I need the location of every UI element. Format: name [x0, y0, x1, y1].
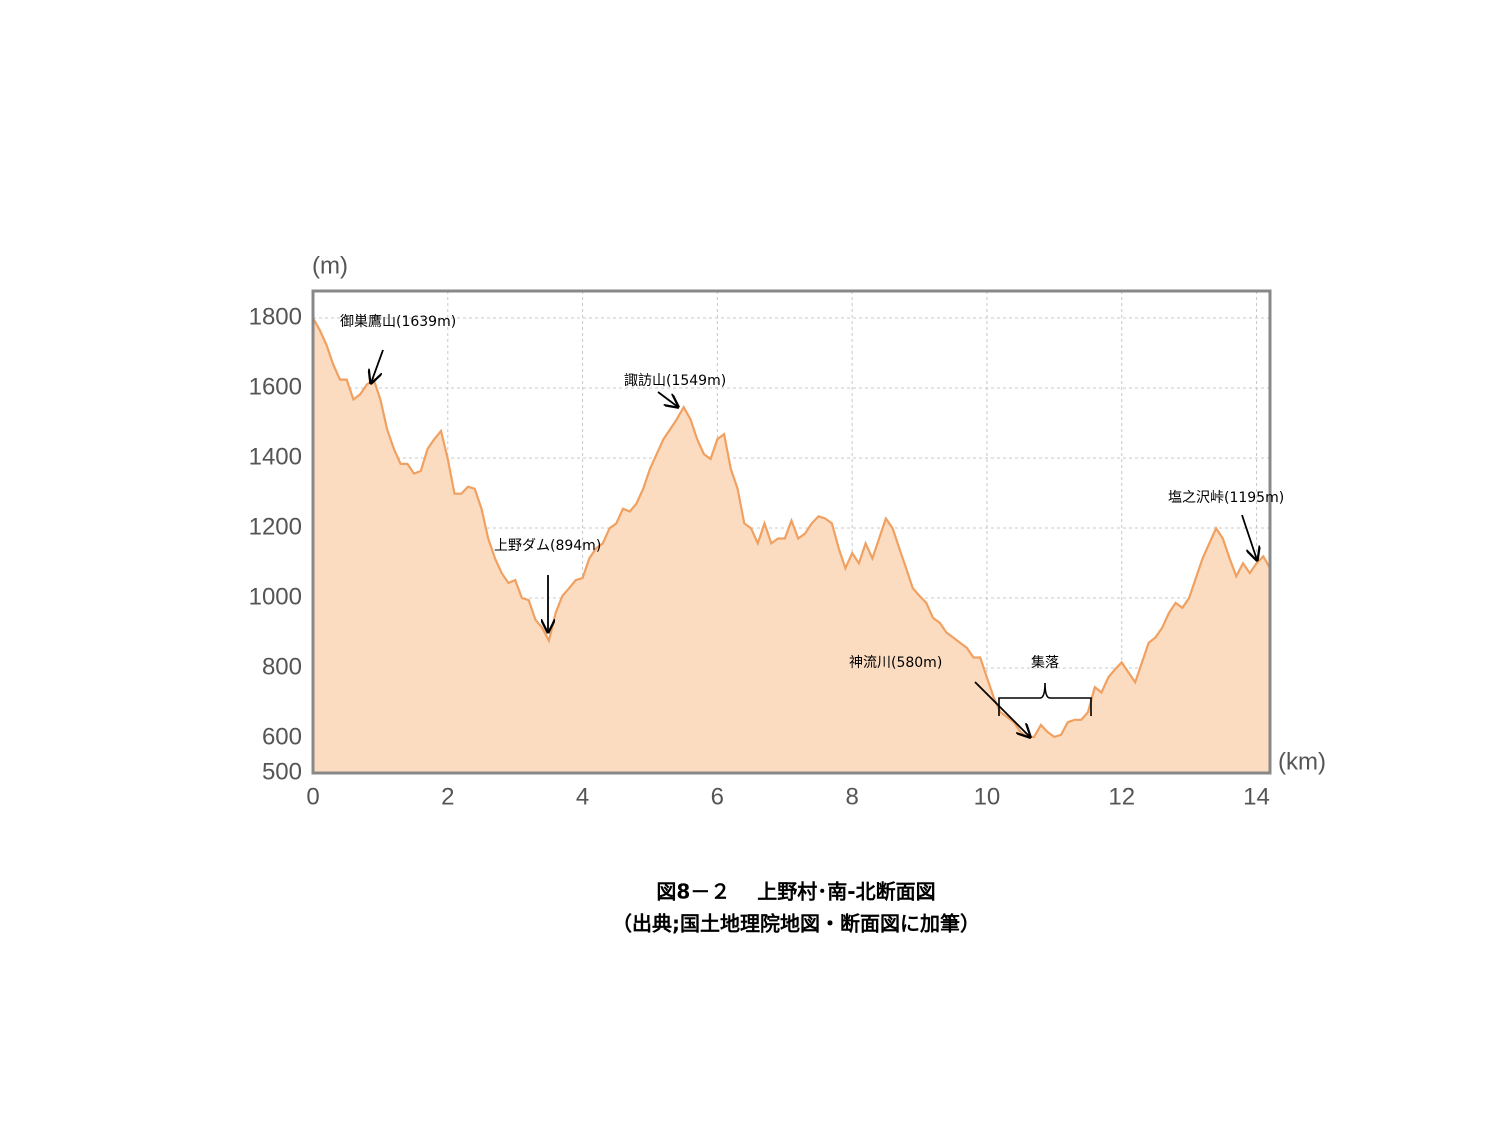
y-tick-label: 1800 — [249, 303, 302, 330]
y-tick-label: 600 — [262, 723, 302, 750]
y-tick-label: 800 — [262, 653, 302, 680]
y-tick-label: 1200 — [249, 513, 302, 540]
x-tick-label: 6 — [711, 783, 724, 810]
x-tick-label: 14 — [1243, 783, 1270, 810]
y-tick-label: 1000 — [249, 583, 302, 610]
plot-frame — [311, 289, 1272, 775]
annotation-arrow — [371, 349, 384, 383]
x-tick-label: 4 — [576, 783, 589, 810]
annotation-arrow — [974, 681, 1030, 737]
annotation: 塩之沢峠(1195m) — [1168, 490, 1284, 506]
caption-source: （出典;国土地理院地図・断面図に加筆） — [612, 912, 980, 936]
annotation-arrow — [1241, 514, 1257, 560]
annotation-arrow — [657, 391, 678, 407]
caption-title: 図8－２ 上野村･南-北断面図 — [656, 880, 935, 904]
annotation: 諏訪山(1549m) — [624, 373, 726, 389]
annotation-brace — [998, 682, 1092, 716]
area — [313, 318, 1270, 773]
y-tick-label: 1600 — [249, 373, 302, 400]
line — [312, 317, 1271, 739]
x-tick-label: 8 — [845, 783, 858, 810]
x-tick-label: 2 — [441, 783, 454, 810]
x-tick-label: 0 — [306, 783, 319, 810]
annotation: 集落 — [1031, 654, 1059, 671]
x-tick-label: 10 — [974, 783, 1001, 810]
annotation: 神流川(580m) — [849, 655, 942, 671]
y-tick-label: 1400 — [249, 443, 302, 470]
y-tick-label: 500 — [262, 758, 302, 785]
x-tick-label: 12 — [1108, 783, 1135, 810]
annotation: 御巣鷹山(1639m) — [340, 314, 456, 330]
y-axis-label: (m) — [312, 252, 348, 279]
x-axis-label: (km) — [1278, 748, 1326, 775]
annotation: 上野ダム(894m) — [494, 538, 601, 554]
